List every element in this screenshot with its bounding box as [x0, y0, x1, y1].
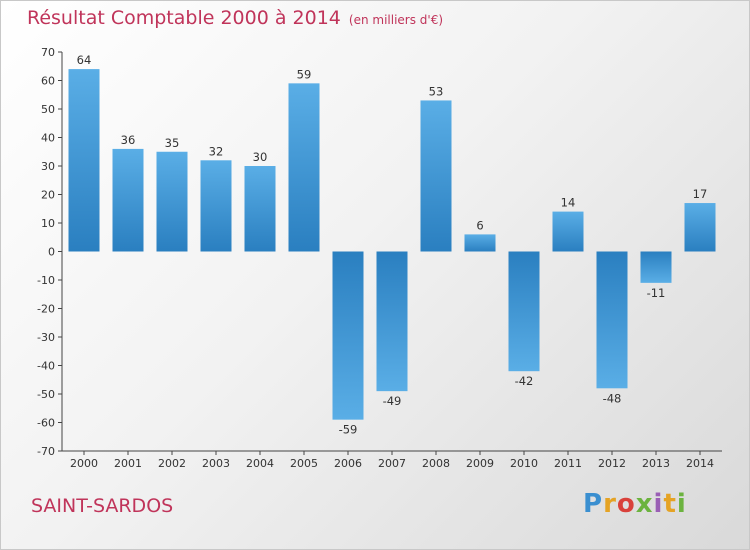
y-tick-label: 70 [41, 46, 55, 59]
x-tick-label: 2002 [158, 457, 186, 470]
x-tick-label: 2009 [466, 457, 494, 470]
y-tick-label: -20 [37, 303, 55, 316]
bar-value-label: -48 [603, 391, 622, 405]
y-tick-label: 40 [41, 132, 55, 145]
y-tick-label: -30 [37, 331, 55, 344]
bar [244, 166, 276, 252]
y-tick-label: 20 [41, 189, 55, 202]
bar-value-label: 6 [476, 218, 483, 232]
x-tick-label: 2000 [70, 457, 98, 470]
bar-value-label: 64 [77, 53, 92, 67]
y-tick-label: -50 [37, 388, 55, 401]
bar-value-label: 14 [561, 196, 576, 210]
title-text: Résultat Comptable 2000 à 2014 [27, 7, 341, 29]
bar-value-label: -49 [383, 394, 402, 408]
x-tick-label: 2005 [290, 457, 318, 470]
bar [112, 148, 144, 252]
x-tick-label: 2012 [598, 457, 626, 470]
bar [68, 69, 100, 252]
x-tick-label: 2003 [202, 457, 230, 470]
bar [508, 251, 540, 372]
proxiti-logo: Proxiti [583, 489, 687, 519]
x-tick-label: 2006 [334, 457, 362, 470]
x-tick-label: 2013 [642, 457, 670, 470]
x-tick-label: 2007 [378, 457, 406, 470]
bar [376, 251, 408, 392]
y-tick-label: 10 [41, 217, 55, 230]
bar [200, 160, 232, 252]
x-tick-label: 2011 [554, 457, 582, 470]
bar [288, 83, 320, 252]
x-tick-label: 2008 [422, 457, 450, 470]
bar-value-label: -11 [647, 286, 666, 300]
bar-value-label: 30 [253, 150, 268, 164]
bar-value-label: -42 [515, 374, 534, 388]
x-tick-label: 2014 [686, 457, 714, 470]
x-tick-label: 2010 [510, 457, 538, 470]
bar-value-label: 17 [693, 187, 708, 201]
bar [684, 203, 716, 252]
bar-value-label: 36 [121, 133, 136, 147]
bar-value-label: 35 [165, 136, 180, 150]
y-tick-label: 50 [41, 103, 55, 116]
y-tick-label: 0 [48, 246, 55, 259]
bar-value-label: 59 [297, 67, 312, 81]
bar [596, 251, 628, 389]
bar [420, 100, 452, 252]
place-name: SAINT-SARDOS [31, 495, 174, 517]
y-tick-label: 60 [41, 75, 55, 88]
bar [464, 234, 496, 252]
x-tick-label: 2004 [246, 457, 274, 470]
bar-value-label: 32 [209, 144, 224, 158]
x-tick-label: 2001 [114, 457, 142, 470]
chart-title: Résultat Comptable 2000 à 2014 (en millie… [27, 7, 443, 29]
y-tick-label: -40 [37, 360, 55, 373]
y-tick-label: -10 [37, 274, 55, 287]
y-tick-label: 30 [41, 160, 55, 173]
bar [156, 151, 188, 252]
bar [332, 251, 364, 420]
y-tick-label: -70 [37, 445, 55, 458]
bar-value-label: -59 [339, 423, 358, 437]
bar-value-label: 53 [429, 84, 444, 98]
chart-subtitle: (en milliers d'€) [348, 13, 444, 27]
bar [552, 211, 584, 252]
y-tick-label: -60 [37, 417, 55, 430]
bar [640, 251, 672, 283]
